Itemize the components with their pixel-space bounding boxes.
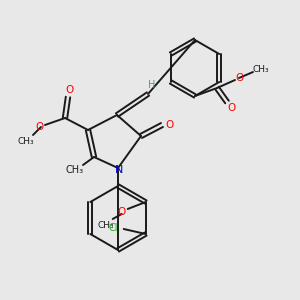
Text: N: N bbox=[115, 165, 123, 175]
Text: CH₃: CH₃ bbox=[98, 220, 114, 230]
Text: CH₃: CH₃ bbox=[253, 64, 269, 74]
Text: CH₃: CH₃ bbox=[18, 136, 34, 146]
Text: H: H bbox=[148, 80, 156, 90]
Text: O: O bbox=[227, 103, 235, 113]
Text: O: O bbox=[165, 120, 173, 130]
Text: CH₃: CH₃ bbox=[66, 165, 84, 175]
Text: O: O bbox=[236, 73, 244, 83]
Text: Cl: Cl bbox=[109, 223, 118, 233]
Text: O: O bbox=[66, 85, 74, 95]
Text: O: O bbox=[36, 122, 44, 132]
Text: O: O bbox=[118, 207, 126, 217]
